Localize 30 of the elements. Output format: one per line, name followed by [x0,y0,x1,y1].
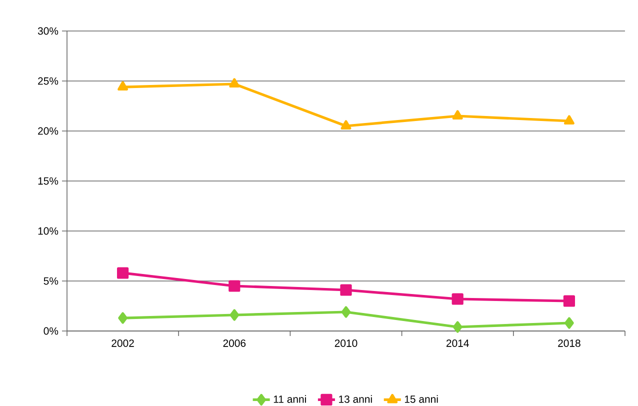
point [118,81,128,91]
point [452,321,462,333]
legend-label: 15 anni [404,395,438,403]
point [230,309,240,321]
y-tick-label: 5% [44,277,58,285]
x-tick-label: 2006 [223,340,246,347]
point [564,115,574,125]
y-tick-label: 30% [38,27,58,35]
y-tick-label: 20% [38,127,58,135]
point [228,280,240,292]
y-tick-label: 10% [38,227,58,235]
point [341,306,351,318]
x-tick-label: 2018 [558,340,580,347]
point [340,284,352,296]
point [229,78,240,88]
point [452,293,464,305]
legend-label: 13 anni [339,395,372,403]
x-tick-label: 2014 [446,340,469,347]
point [340,120,352,130]
y-tick-label: 15% [38,177,58,185]
legend-label: 11 anni [274,395,306,403]
y-tick-label: 0% [44,327,58,335]
point [563,295,576,307]
x-tick-label: 2010 [334,340,358,347]
point [118,312,128,324]
point [452,110,463,120]
point [564,317,574,329]
x-tick-label: 2002 [112,340,134,347]
point [117,267,129,279]
y-tick-label: 25% [38,77,58,85]
